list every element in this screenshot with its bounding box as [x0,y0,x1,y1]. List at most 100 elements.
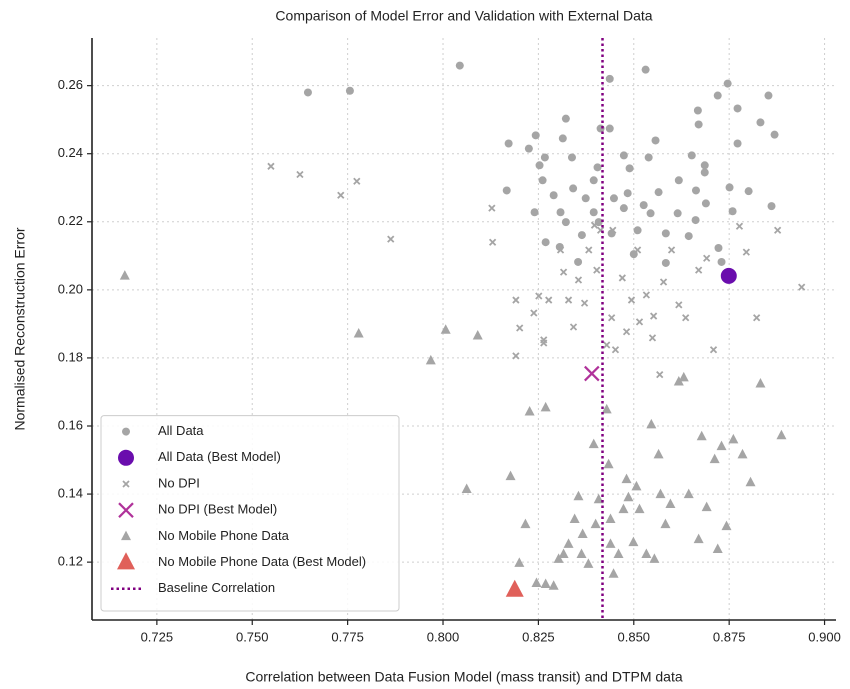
marker-stroke [773,226,782,234]
legend-marker [118,502,134,518]
point [700,168,709,177]
x-tick-label: 0.875 [713,629,746,644]
point [609,226,617,234]
x-tick-label: 0.750 [236,629,269,644]
marker-stroke [608,314,616,322]
point [721,520,732,531]
point [716,440,727,451]
y-tick-label: 0.24 [58,145,83,160]
marker-stroke [590,221,599,229]
marker-stroke [656,370,664,379]
marker-stroke [488,238,497,246]
point [504,139,513,148]
point [588,438,599,449]
point [531,577,542,587]
marker-stroke [516,324,524,332]
x-tick-label: 0.850 [618,629,651,644]
legend-marker [122,427,130,436]
y-axis-label: Normalised Reconstruction Error [12,227,28,430]
point [693,533,704,544]
point [701,199,710,208]
point [655,488,666,499]
point [556,246,565,254]
point [683,488,694,499]
point [559,268,568,276]
marker-stroke [574,276,583,284]
point [535,292,543,300]
point [642,291,651,299]
point [540,153,549,162]
y-tick-label: 0.18 [58,349,83,364]
point [583,558,594,568]
y-tick-label: 0.26 [58,77,83,92]
point [691,216,700,225]
point [682,314,690,322]
point [524,405,535,416]
point [303,88,312,97]
point [656,370,664,379]
marker-stroke [703,254,711,262]
point [605,538,616,548]
marker-stroke [633,246,642,254]
point [621,473,632,484]
point [733,139,742,148]
point [119,270,130,280]
point [644,153,653,162]
point [633,246,642,254]
point [505,470,516,481]
point [577,231,586,240]
point [488,204,496,212]
point [649,553,660,563]
point [661,258,670,267]
marker-stroke [122,480,130,488]
point [574,276,583,284]
point [646,418,657,429]
point [267,162,275,170]
point [618,503,629,514]
point [530,208,539,217]
marker-stroke [556,246,565,254]
marker-stroke [337,191,345,199]
point [639,201,648,210]
point [641,548,652,559]
point [440,324,451,334]
point [773,226,782,234]
legend-marker [117,552,135,570]
point [577,528,588,538]
point [590,518,601,529]
legend-label: No DPI (Best Model) [158,502,277,517]
point [674,176,683,185]
point [549,191,558,200]
point [564,296,573,304]
marker-stroke [635,318,644,326]
point [687,151,696,160]
point [593,266,601,274]
point [623,491,634,502]
point [625,164,634,173]
point [737,448,748,459]
point [641,65,650,74]
point [696,430,707,441]
marker-stroke [753,314,761,322]
point [717,257,726,266]
point [798,283,806,291]
y-tick-label: 0.16 [58,417,83,432]
legend-label: No Mobile Phone Data (Best Model) [158,554,366,569]
point [353,177,361,185]
marker-stroke [709,346,718,354]
point [742,248,750,256]
point [556,208,565,217]
point [661,229,670,238]
x-tick-label: 0.825 [522,629,555,644]
point [540,578,551,589]
x-tick-label: 0.900 [808,629,841,644]
point [700,161,709,170]
marker-stroke [512,352,520,360]
marker-stroke [603,341,611,349]
point [605,74,614,83]
point [593,163,602,172]
point [673,209,682,218]
point [472,330,483,340]
point [425,354,436,365]
